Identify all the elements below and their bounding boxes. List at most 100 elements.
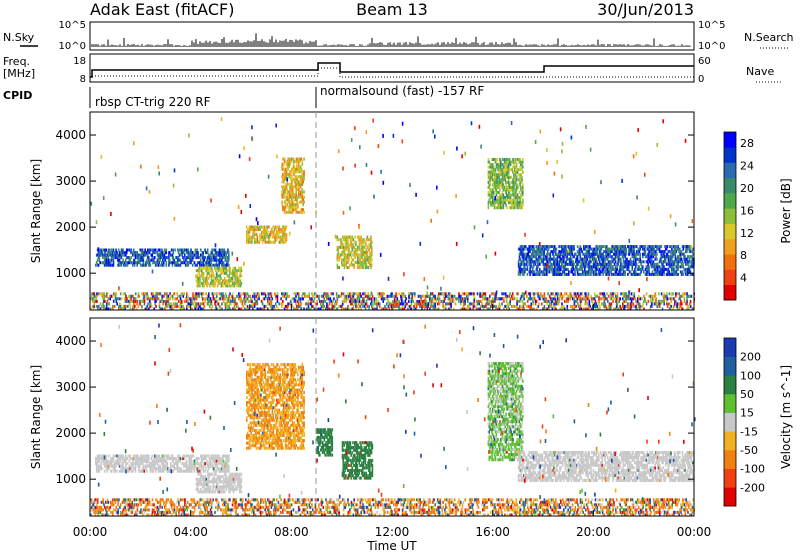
power-cell xyxy=(255,299,258,303)
power-cell xyxy=(302,177,304,181)
power-cell xyxy=(297,182,299,186)
power-cell xyxy=(604,245,606,249)
power-cell xyxy=(488,193,491,197)
power-cell xyxy=(522,247,524,251)
power-cell xyxy=(336,297,339,301)
power-cell xyxy=(539,267,541,271)
power-cell xyxy=(492,304,495,308)
power-cell xyxy=(645,272,648,276)
power-cell xyxy=(590,272,592,276)
freq-tick-top: 18 xyxy=(73,56,86,67)
power-cell xyxy=(238,297,240,301)
power-cell xyxy=(690,265,693,269)
power-cell xyxy=(620,265,622,269)
power-cell xyxy=(546,260,549,264)
power-cell xyxy=(424,294,427,298)
power-cell xyxy=(491,297,494,301)
power-cell xyxy=(512,160,514,164)
power-cell xyxy=(341,307,343,311)
power-cell xyxy=(508,168,511,172)
power-cell xyxy=(527,250,530,254)
power-cell xyxy=(690,262,693,266)
power-cell xyxy=(364,243,367,247)
power-cell xyxy=(493,170,496,174)
power-cell xyxy=(102,297,104,301)
power-cell xyxy=(657,270,660,274)
power-cell xyxy=(667,260,670,264)
power-cell xyxy=(128,256,131,260)
power-cell xyxy=(357,235,360,239)
power-cell xyxy=(178,304,180,308)
power-cell xyxy=(218,253,220,257)
power-cell xyxy=(345,299,347,303)
power-cell xyxy=(299,182,302,186)
power-cell xyxy=(141,258,144,262)
power-cell xyxy=(411,292,414,296)
power-cell xyxy=(460,307,462,311)
power-cell xyxy=(558,262,560,266)
power-cell xyxy=(490,304,493,308)
power-cell xyxy=(186,304,188,308)
power-cell xyxy=(551,262,553,266)
power-cell xyxy=(546,267,549,271)
power-cell xyxy=(691,250,693,254)
power-cell xyxy=(416,299,419,303)
power-cell xyxy=(580,262,582,266)
power-cell xyxy=(311,304,313,308)
power-cell xyxy=(558,272,560,276)
power-cell xyxy=(508,193,511,197)
power-cell xyxy=(95,297,97,301)
power-cell xyxy=(134,297,136,301)
power-cell xyxy=(110,261,112,265)
power-cell xyxy=(105,261,108,265)
power-cell xyxy=(169,261,172,265)
power-cell xyxy=(630,250,633,254)
power-cell xyxy=(545,255,547,259)
power-cell xyxy=(491,175,493,179)
power-cell xyxy=(359,238,362,242)
power-cell xyxy=(503,198,506,202)
power-cell xyxy=(292,205,295,209)
power-cell xyxy=(523,260,525,264)
power-cell xyxy=(589,272,591,276)
power-cell xyxy=(326,302,328,306)
power-cell xyxy=(673,252,676,256)
power-cell xyxy=(588,267,590,271)
power-cell xyxy=(467,304,469,308)
power-region xyxy=(246,225,288,244)
power-cell xyxy=(198,294,200,298)
power-cell xyxy=(303,195,305,199)
power-cell xyxy=(589,265,591,269)
power-cell xyxy=(442,292,444,296)
power-cell xyxy=(137,258,139,262)
power-cell xyxy=(268,225,270,229)
power-cell xyxy=(297,210,299,214)
power-cell xyxy=(223,266,225,270)
power-cell xyxy=(545,272,547,276)
power-cell xyxy=(327,297,330,301)
power-cell xyxy=(679,257,681,261)
power-cell xyxy=(490,203,492,207)
power-cell xyxy=(149,248,152,252)
power-cell xyxy=(561,245,563,249)
power-cell xyxy=(301,193,304,196)
power-cell xyxy=(212,294,214,298)
power-cell xyxy=(511,292,514,296)
power-cell xyxy=(134,256,137,260)
power-cell xyxy=(282,302,284,306)
power-cell xyxy=(504,292,507,296)
power-cell xyxy=(618,250,620,254)
power-cell xyxy=(519,245,522,249)
power-cell xyxy=(302,172,304,176)
power-cell xyxy=(283,228,285,231)
power-cell xyxy=(186,294,189,298)
power-cell xyxy=(531,252,533,256)
power-cell xyxy=(230,276,233,280)
power-cell xyxy=(572,260,574,264)
power-cell xyxy=(606,270,609,274)
power-cell xyxy=(185,258,188,262)
power-cell xyxy=(112,299,115,303)
power-cell xyxy=(349,250,352,254)
power-cell xyxy=(124,292,126,296)
power-cell xyxy=(341,302,344,306)
